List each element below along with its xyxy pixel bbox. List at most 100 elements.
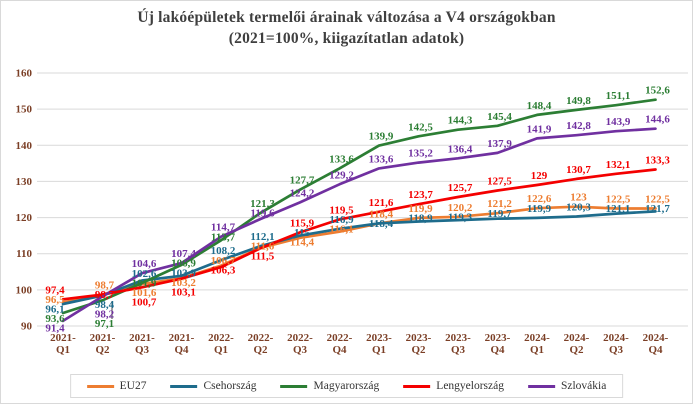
legend-line-swatch xyxy=(86,384,114,388)
data-label: 112,1 xyxy=(250,231,274,243)
x-tick-label: 2023-Q3 xyxy=(445,332,471,356)
data-label: 100,7 xyxy=(132,297,157,309)
legend-label: Magyarország xyxy=(313,380,380,392)
data-label: 119,9 xyxy=(527,203,552,215)
data-label: 121,1 xyxy=(606,203,631,215)
x-tick-label: 2024-Q2 xyxy=(564,332,590,356)
data-label: 91,4 xyxy=(45,323,65,335)
chart-title-line1: Új lakóépületek termelői árainak változá… xyxy=(137,9,556,26)
x-tick-label: 2023-Q2 xyxy=(406,332,432,356)
y-tick-label: 110 xyxy=(16,248,32,260)
data-label: 124,2 xyxy=(290,187,315,199)
legend: EU27 Csehország Magyarország Lengyelország S… xyxy=(69,374,624,398)
data-label: 115 xyxy=(294,227,310,239)
data-label: 108,2 xyxy=(211,245,236,257)
legend-line-swatch xyxy=(280,384,308,388)
data-label: 118,9 xyxy=(408,213,433,225)
data-label: 139,9 xyxy=(369,131,394,143)
data-label: 149,8 xyxy=(566,95,591,107)
data-label: 148,4 xyxy=(527,100,552,112)
data-label: 118,4 xyxy=(369,218,394,230)
x-tick-label: 2024-Q1 xyxy=(524,332,550,356)
y-tick-label: 150 xyxy=(16,104,33,116)
data-label: 98,2 xyxy=(95,308,115,320)
data-label: 104,6 xyxy=(132,258,157,270)
legend-item-szlovkia: Szlovákia xyxy=(527,380,607,392)
data-label: 121,7 xyxy=(645,203,670,215)
legend-label: EU27 xyxy=(119,380,147,392)
x-axis-labels: 2021-Q1 2021-Q2 2021-Q3 2021-Q4 2022-Q1 2022-… xyxy=(50,332,669,356)
data-label: 96,1 xyxy=(45,304,64,316)
chart-title: Új lakóépületek termelői árainak változá… xyxy=(1,7,692,50)
data-label: 123 xyxy=(570,192,587,204)
data-label: 137,9 xyxy=(487,138,512,150)
data-label: 129 xyxy=(531,170,548,182)
data-label: 132,1 xyxy=(606,159,631,171)
chart-title-line2: (2021=100%, kiigazítatlan adatok) xyxy=(228,30,465,48)
data-label: 130,7 xyxy=(566,164,591,176)
data-label: 106,9 xyxy=(171,258,196,270)
legend-line-swatch xyxy=(527,384,555,388)
legend-line-swatch xyxy=(403,384,431,388)
legend-label: Szlovákia xyxy=(560,380,607,392)
x-tick-label: 2021-Q2 xyxy=(90,332,116,356)
series-line-magyarorszg xyxy=(61,98,657,315)
data-label: 120,3 xyxy=(566,202,591,214)
y-tick-label: 160 xyxy=(16,68,33,80)
data-label: 98,7 xyxy=(95,289,115,301)
data-label: 120,2 xyxy=(448,202,473,214)
data-label: 106,3 xyxy=(211,264,236,276)
data-label: 101,9 xyxy=(132,277,157,289)
data-label: 133,6 xyxy=(369,153,394,165)
data-label: 133,3 xyxy=(645,155,670,167)
data-label: 98,7 xyxy=(95,280,115,292)
data-label: 119,5 xyxy=(329,204,354,216)
data-labels: 97,496,596,193,691,498,798,798,498,297,1… xyxy=(45,85,670,335)
data-label: 96,5 xyxy=(45,294,65,306)
x-tick-label: 2023-Q4 xyxy=(485,332,511,356)
data-label: 93,6 xyxy=(45,313,65,325)
x-tick-label: 2021-Q1 xyxy=(50,332,76,356)
data-label: 129,2 xyxy=(329,169,354,181)
x-tick-label: 2023-Q1 xyxy=(366,332,392,356)
data-label: 152,6 xyxy=(645,85,670,97)
data-label: 97,1 xyxy=(95,318,114,330)
legend-label: Csehország xyxy=(203,380,257,392)
data-label: 136,4 xyxy=(448,143,473,155)
data-label: 107,4 xyxy=(171,248,196,260)
data-label: 125,7 xyxy=(448,182,473,194)
data-label: 103,1 xyxy=(171,287,196,299)
legend-item-csehorszg: Csehország xyxy=(170,380,257,392)
series-lines xyxy=(61,98,657,323)
data-label: 122,6 xyxy=(527,193,552,205)
legend-line-swatch xyxy=(170,384,198,388)
x-tick-label: 2021-Q4 xyxy=(169,332,195,356)
data-label: 118,4 xyxy=(369,208,394,220)
y-tick-label: 90 xyxy=(21,321,33,333)
y-axis-labels: 90 100 110 120 130 140 150 160 xyxy=(16,68,33,333)
series-line-eu27 xyxy=(61,205,657,304)
data-label: 113,7 xyxy=(211,231,236,243)
x-tick-label: 2024-Q3 xyxy=(603,332,629,356)
data-label: 143,9 xyxy=(606,116,631,128)
data-label: 121,2 xyxy=(487,198,512,210)
data-label: 114,7 xyxy=(211,222,236,234)
data-label: 101,6 xyxy=(132,287,157,299)
data-label: 106,7 xyxy=(211,255,236,267)
data-label: 111,6 xyxy=(251,241,275,253)
y-tick-label: 140 xyxy=(16,140,33,152)
data-label: 127,7 xyxy=(290,175,315,187)
y-tick-label: 120 xyxy=(16,212,33,224)
x-tick-label: 2022-Q4 xyxy=(327,332,353,356)
data-label: 122,5 xyxy=(645,194,670,206)
data-label: 97,4 xyxy=(45,284,65,296)
x-tick-label: 2022-Q2 xyxy=(248,332,274,356)
data-label: 142,8 xyxy=(566,120,591,132)
series-line-lengyelorszg xyxy=(61,168,657,301)
legend-item-magyarorszg: Magyarország xyxy=(280,380,380,392)
data-label: 103,9 xyxy=(171,267,196,279)
data-label: 121,3 xyxy=(250,198,275,210)
data-label: 115,9 xyxy=(290,217,315,229)
data-label: 142,5 xyxy=(408,121,433,133)
data-label: 103,2 xyxy=(171,277,196,289)
